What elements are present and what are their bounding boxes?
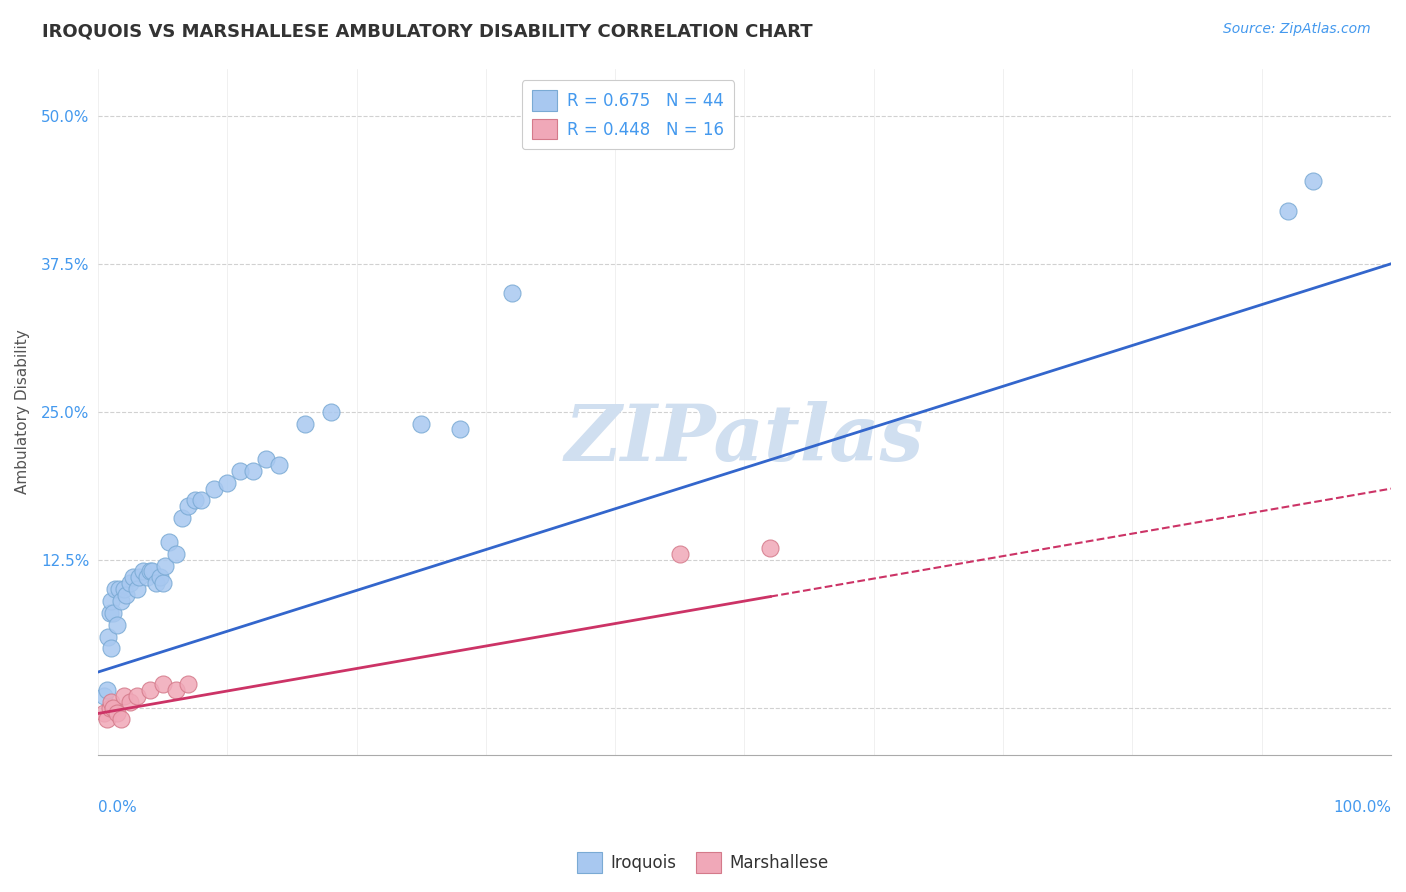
Text: Source: ZipAtlas.com: Source: ZipAtlas.com xyxy=(1223,22,1371,37)
Point xyxy=(132,565,155,579)
Point xyxy=(110,713,132,727)
Point xyxy=(138,565,160,579)
Point xyxy=(229,464,252,478)
Point xyxy=(153,558,176,573)
Point xyxy=(165,547,187,561)
Point xyxy=(96,682,118,697)
Point xyxy=(184,493,207,508)
Point xyxy=(759,541,782,555)
Point xyxy=(294,417,316,431)
Point xyxy=(411,417,433,431)
Point xyxy=(138,682,160,697)
Point xyxy=(112,689,135,703)
Point xyxy=(121,570,143,584)
Point xyxy=(128,570,150,584)
Point xyxy=(149,570,172,584)
Point xyxy=(120,576,142,591)
Legend: Iroquois, Marshallese: Iroquois, Marshallese xyxy=(571,846,835,880)
Point xyxy=(202,482,225,496)
Point xyxy=(165,682,187,697)
Point xyxy=(669,547,692,561)
Point xyxy=(319,405,342,419)
Point xyxy=(501,286,523,301)
Point xyxy=(103,700,125,714)
Point xyxy=(125,689,148,703)
Point xyxy=(1302,174,1324,188)
Point xyxy=(107,582,129,597)
Point xyxy=(170,511,193,525)
Point xyxy=(1277,203,1299,218)
Point xyxy=(96,713,118,727)
Point xyxy=(93,689,115,703)
Point xyxy=(98,700,121,714)
Point xyxy=(190,493,212,508)
Point xyxy=(145,576,167,591)
Point xyxy=(217,475,239,490)
Legend: R = 0.675   N = 44, R = 0.448   N = 16: R = 0.675 N = 44, R = 0.448 N = 16 xyxy=(522,80,734,149)
Y-axis label: Ambulatory Disability: Ambulatory Disability xyxy=(15,329,30,494)
Text: IROQUOIS VS MARSHALLESE AMBULATORY DISABILITY CORRELATION CHART: IROQUOIS VS MARSHALLESE AMBULATORY DISAB… xyxy=(42,22,813,40)
Point xyxy=(115,588,138,602)
Text: ZIPatlas: ZIPatlas xyxy=(565,401,924,477)
Point xyxy=(136,570,159,584)
Point xyxy=(254,452,277,467)
Point xyxy=(103,606,125,620)
Point xyxy=(141,565,163,579)
Point xyxy=(449,422,471,436)
Point xyxy=(177,677,200,691)
Text: 0.0%: 0.0% xyxy=(98,799,136,814)
Point xyxy=(100,641,122,656)
Point xyxy=(157,535,180,549)
Point xyxy=(97,630,120,644)
Point xyxy=(98,606,121,620)
Point xyxy=(105,706,128,721)
Point xyxy=(112,582,135,597)
Point xyxy=(100,594,122,608)
Text: 100.0%: 100.0% xyxy=(1333,799,1391,814)
Point xyxy=(177,500,200,514)
Point xyxy=(152,576,174,591)
Point xyxy=(105,617,128,632)
Point xyxy=(125,582,148,597)
Point xyxy=(104,582,127,597)
Point xyxy=(100,695,122,709)
Point xyxy=(110,594,132,608)
Point xyxy=(93,706,115,721)
Point xyxy=(120,695,142,709)
Point xyxy=(242,464,264,478)
Point xyxy=(267,458,290,472)
Point xyxy=(152,677,174,691)
